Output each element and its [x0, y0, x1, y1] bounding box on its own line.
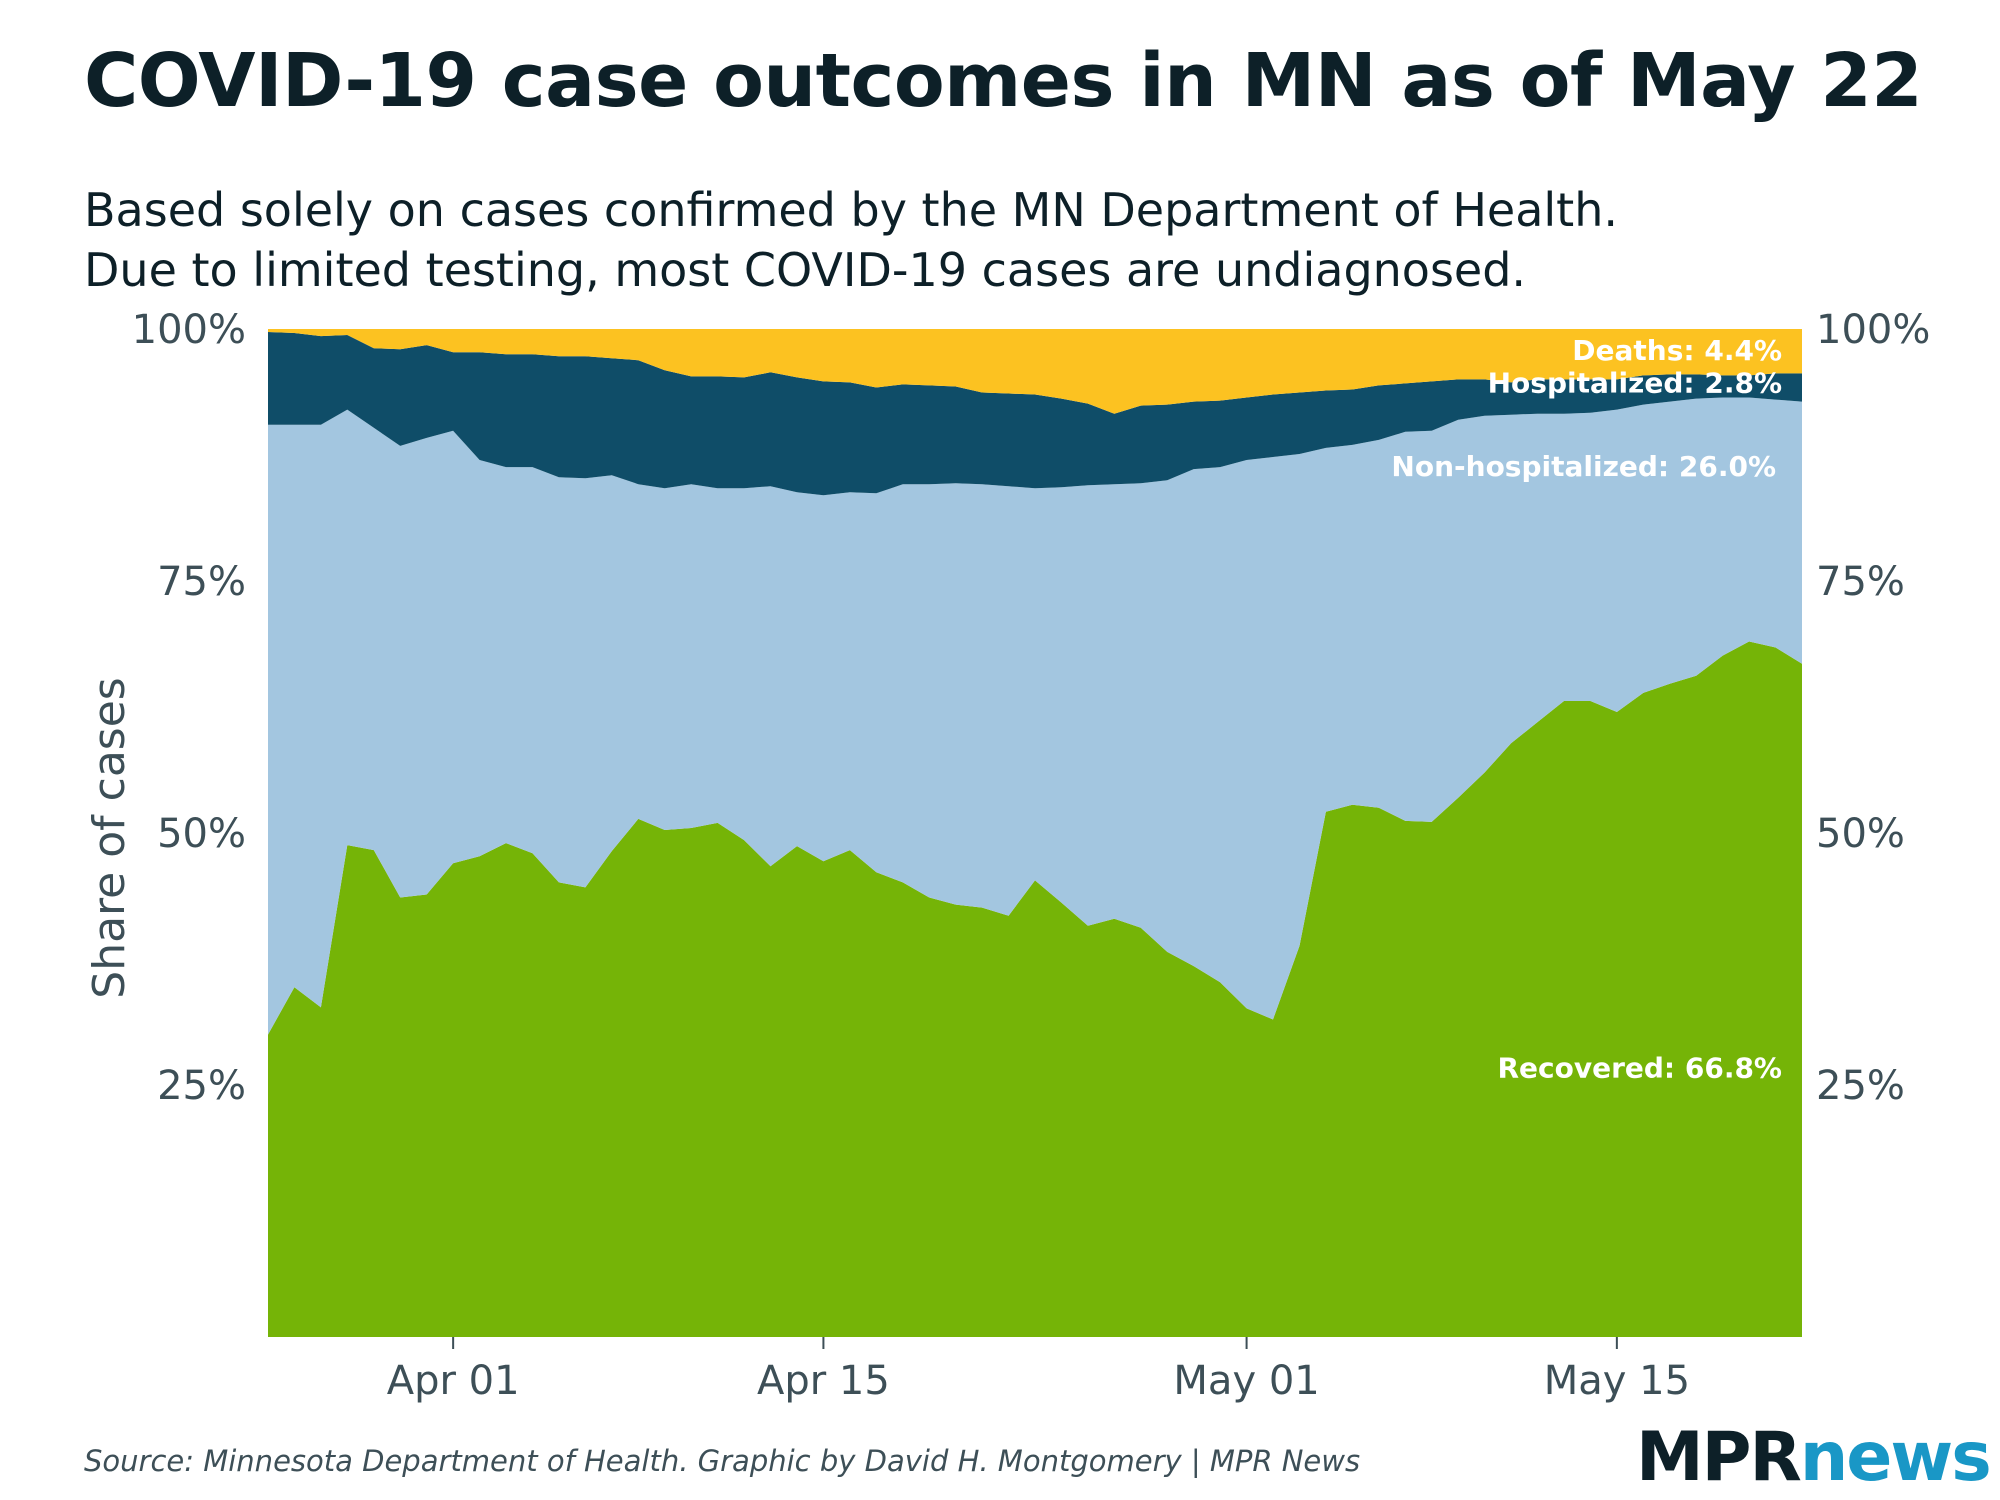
series-label-recovered: Recovered: 66.8% — [1497, 1052, 1782, 1085]
y-axis-left: 25% 50% 75% 100% — [132, 307, 246, 1109]
chart-title: COVID-19 case outcomes in MN as of May 2… — [84, 38, 1923, 124]
chart-subtitle: Based solely on cases confirmed by the M… — [84, 180, 1944, 300]
area-hospitalized — [268, 332, 1802, 496]
y-tick-label-right: 100% — [1816, 307, 1930, 353]
y-tick-label-left: 100% — [132, 307, 246, 353]
logo-news: news — [1799, 1418, 1992, 1497]
area-non-hospitalized — [268, 397, 1802, 1035]
y-tick-label-left: 75% — [157, 559, 246, 605]
y-tick-label-right: 25% — [1816, 1063, 1905, 1109]
x-tick-label: May 01 — [1173, 1358, 1319, 1404]
y-axis-right: 25% 50% 75% 100% — [1816, 307, 1930, 1109]
area-layers — [268, 329, 1802, 1337]
x-axis: Apr 01 Apr 15 May 01 May 15 — [387, 1337, 1690, 1404]
source-note: Source: Minnesota Department of Health. … — [84, 1444, 1361, 1478]
y-tick-label-right: 50% — [1816, 811, 1905, 857]
area-recovered — [268, 641, 1802, 1337]
mpr-news-logo: MPRnews — [1636, 1424, 1992, 1492]
subtitle-line-2: Due to limited testing, most COVID-19 ca… — [84, 243, 1527, 297]
x-tick-label: Apr 15 — [757, 1358, 890, 1404]
area-deaths — [268, 329, 1802, 414]
x-tick-label: May 15 — [1544, 1358, 1690, 1404]
logo-mpr: MPR — [1636, 1418, 1802, 1497]
y-axis-title: Share of cases — [84, 677, 135, 998]
subtitle-line-1: Based solely on cases confirmed by the M… — [84, 183, 1618, 237]
series-label-non-hospitalized: Non-hospitalized: 26.0% — [1391, 450, 1776, 483]
series-label-hospitalized: Hospitalized: 2.8% — [1488, 366, 1782, 399]
x-tick-label: Apr 01 — [387, 1358, 520, 1404]
y-tick-label-right: 75% — [1816, 559, 1905, 605]
series-label-deaths: Deaths: 4.4% — [1572, 334, 1782, 367]
y-tick-label-left: 50% — [157, 811, 246, 857]
y-tick-label-left: 25% — [157, 1063, 246, 1109]
series-labels: Recovered: 66.8% Non-hospitalized: 26.0% H… — [1391, 334, 1782, 1085]
